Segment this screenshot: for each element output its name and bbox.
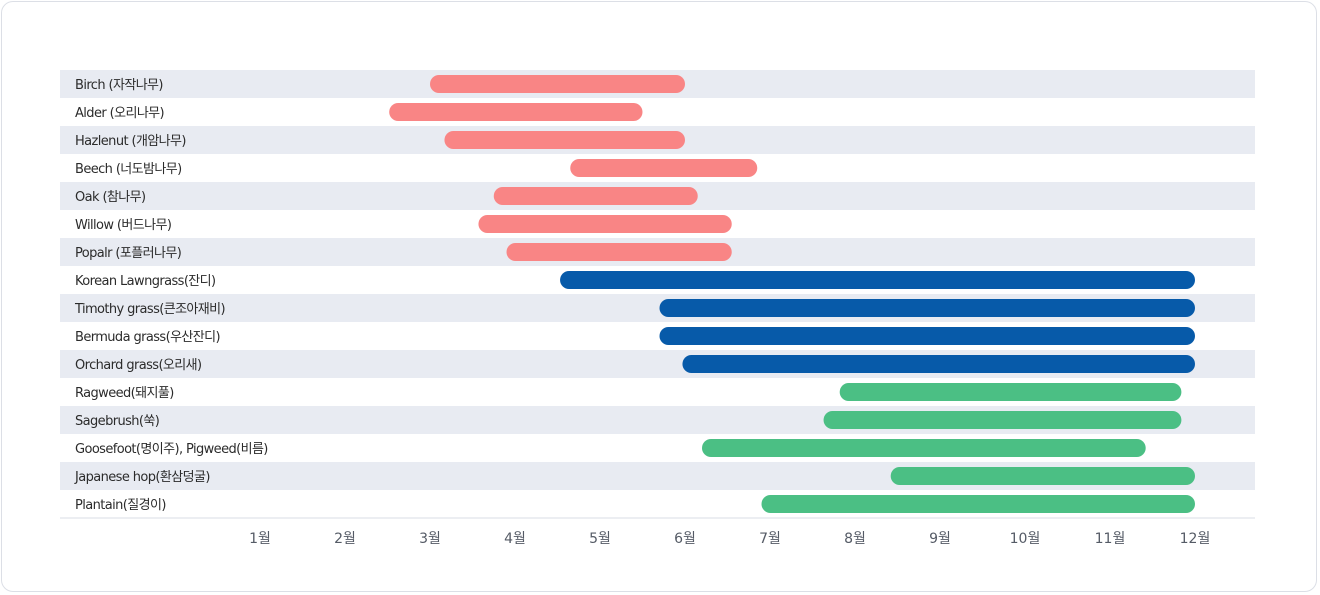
season-bar bbox=[506, 243, 732, 261]
x-tick-labels: 1월 2월 3월 4월 5월 6월 7월 8월 9월 10월 11월 12월 bbox=[249, 531, 1210, 547]
season-bar bbox=[682, 355, 1195, 373]
season-bar bbox=[570, 159, 758, 177]
x-tick-label: 4월 bbox=[504, 531, 526, 547]
row-label: Oak (참나무) bbox=[75, 190, 145, 205]
x-tick-label: 10월 bbox=[1010, 531, 1041, 547]
x-tick-label: 12월 bbox=[1180, 531, 1211, 547]
row-label: Plantain(질경이) bbox=[75, 498, 166, 513]
row-label: Bermuda grass(우산잔디) bbox=[75, 330, 220, 345]
bars bbox=[389, 75, 1195, 513]
row-label: Beech (너도밤나무) bbox=[75, 162, 182, 177]
x-tick-label: 8월 bbox=[844, 531, 866, 547]
row-label: Korean Lawngrass(잔디) bbox=[75, 274, 215, 289]
row-background bbox=[60, 98, 1255, 126]
row-label: Popalr (포플러나무) bbox=[75, 246, 181, 261]
x-tick-label: 1월 bbox=[249, 531, 271, 547]
row-label: Birch (자작나무) bbox=[75, 78, 163, 93]
x-tick-label: 5월 bbox=[589, 531, 611, 547]
season-bar bbox=[493, 187, 698, 205]
row-label: Orchard grass(오리새) bbox=[75, 358, 201, 373]
season-bar bbox=[839, 383, 1182, 401]
row-label: Goosefoot(명이주), Pigweed(비름) bbox=[75, 442, 268, 457]
season-bar bbox=[702, 439, 1146, 457]
x-tick-label: 9월 bbox=[929, 531, 951, 547]
row-label: Willow (버드나무) bbox=[75, 218, 171, 233]
x-tick-label: 3월 bbox=[419, 531, 441, 547]
season-bar bbox=[560, 271, 1195, 289]
row-label: Japanese hop(환삼덩굴) bbox=[74, 470, 210, 485]
x-tick-label: 2월 bbox=[334, 531, 356, 547]
x-tick-label: 7월 bbox=[759, 531, 781, 547]
row-label: Sagebrush(쑥) bbox=[75, 414, 159, 429]
season-bar bbox=[444, 131, 685, 149]
row-backgrounds bbox=[60, 70, 1255, 518]
season-bar bbox=[430, 75, 685, 93]
season-bar bbox=[659, 327, 1195, 345]
season-bar bbox=[823, 411, 1182, 429]
x-tick-label: 11월 bbox=[1095, 531, 1126, 547]
row-label: Ragweed(돼지풀) bbox=[75, 386, 174, 401]
row-label: Timothy grass(큰조아재비) bbox=[74, 302, 225, 317]
season-bar bbox=[761, 495, 1195, 513]
row-label: Alder (오리나무) bbox=[75, 106, 164, 121]
season-bar bbox=[890, 467, 1195, 485]
season-bar bbox=[389, 103, 643, 121]
row-labels: Birch (자작나무) Alder (오리나무) Hazlenut (개암나무) B… bbox=[74, 78, 268, 513]
season-bar bbox=[478, 215, 732, 233]
x-tick-label: 6월 bbox=[674, 531, 696, 547]
row-label: Hazlenut (개암나무) bbox=[75, 134, 186, 149]
season-bar bbox=[659, 299, 1195, 317]
